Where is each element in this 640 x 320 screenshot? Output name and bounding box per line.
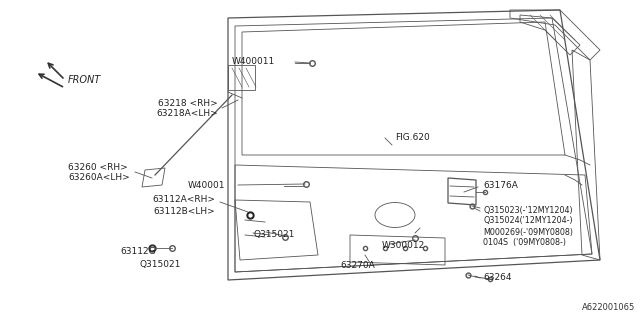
Text: 63270A: 63270A: [340, 260, 375, 269]
Text: A622001065: A622001065: [582, 303, 635, 312]
Text: 63112A<RH>: 63112A<RH>: [152, 196, 215, 204]
Text: 63218A<LH>: 63218A<LH>: [156, 109, 218, 118]
Text: 0104S  ('09MY0808-): 0104S ('09MY0808-): [483, 238, 566, 247]
Text: Q315021: Q315021: [253, 230, 294, 239]
Text: W40001: W40001: [188, 180, 225, 189]
Text: 63260 <RH>: 63260 <RH>: [68, 163, 128, 172]
Text: FRONT: FRONT: [68, 75, 101, 85]
Text: 63112B<LH>: 63112B<LH>: [153, 206, 215, 215]
Text: Q315023(-'12MY1204): Q315023(-'12MY1204): [483, 205, 573, 214]
Text: M000269(-'09MY0808): M000269(-'09MY0808): [483, 228, 573, 236]
Text: 63218 <RH>: 63218 <RH>: [158, 99, 218, 108]
Text: 63264: 63264: [483, 274, 511, 283]
Text: W300012: W300012: [382, 241, 425, 250]
Text: Q315021: Q315021: [140, 260, 181, 269]
Text: W400011: W400011: [232, 58, 275, 67]
Text: 63176A: 63176A: [483, 180, 518, 189]
Text: FIG.620: FIG.620: [395, 133, 429, 142]
Text: 63260A<LH>: 63260A<LH>: [68, 173, 130, 182]
Text: Q315024('12MY1204-): Q315024('12MY1204-): [483, 217, 573, 226]
Text: 63112G: 63112G: [120, 247, 156, 257]
